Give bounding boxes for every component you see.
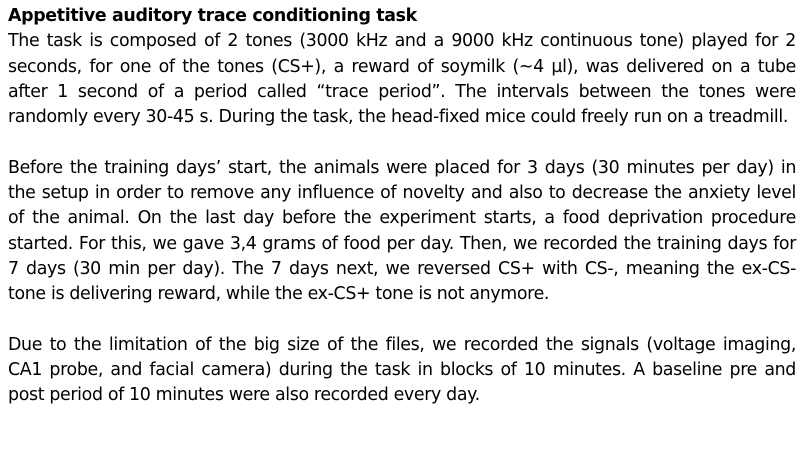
paragraph-gap — [8, 130, 796, 155]
section-title: Appetitive auditory trace conditioning t… — [8, 6, 417, 26]
paragraph-training-procedure: Before the training days’ start, the ani… — [8, 157, 796, 305]
document-body: Appetitive auditory trace conditioning t… — [8, 4, 796, 409]
paragraph-task-description: The task is composed of 2 tones (3000 kH… — [8, 31, 796, 128]
paragraph-gap — [8, 308, 796, 333]
paragraph-recording-blocks: Due to the limitation of the big size of… — [8, 334, 796, 406]
